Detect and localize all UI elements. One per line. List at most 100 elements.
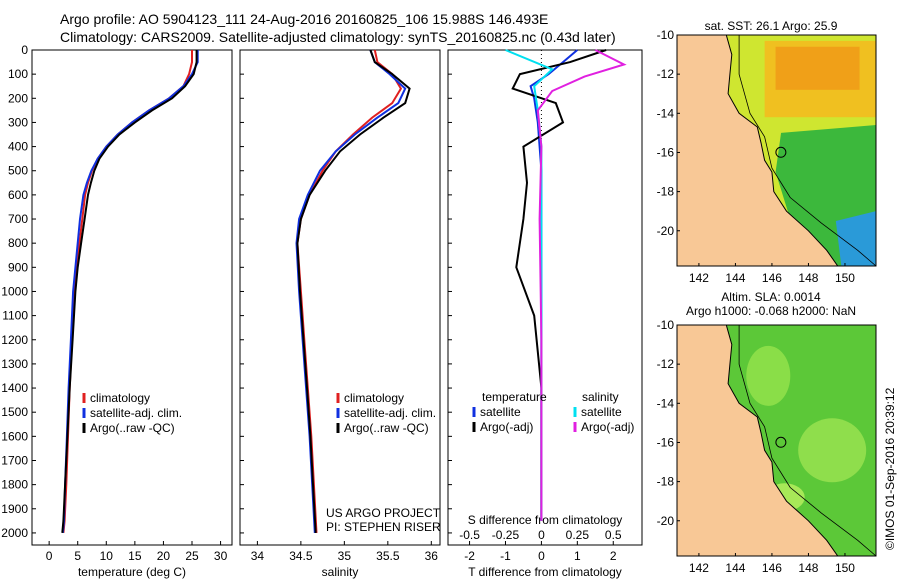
legend-header-salinity: salinity bbox=[582, 390, 619, 404]
y-tick-label: 1200 bbox=[1, 333, 28, 347]
y-tick-label: 100 bbox=[8, 67, 28, 81]
x-tick-label: -1 bbox=[500, 549, 511, 563]
y-tick-label: 900 bbox=[8, 260, 28, 274]
x-tick-label: 35 bbox=[338, 549, 352, 563]
map-panel-1: -10 -12 -14 -16 -18 -20 142 144 146 148 150 bbox=[657, 28, 877, 285]
sst-map-title: sat. SST: 26.1 Argo: 25.9 bbox=[705, 19, 838, 33]
map-y-tick-label: -10 bbox=[657, 28, 675, 42]
y-tick-label: 1900 bbox=[1, 502, 28, 516]
x-tick-label: 35.5 bbox=[376, 549, 400, 563]
high-sla-patch bbox=[798, 418, 867, 483]
map-y-tick-label: -20 bbox=[657, 224, 675, 238]
map-x-tick-label: 148 bbox=[798, 271, 818, 285]
x2-tick-label: 0 bbox=[538, 528, 545, 542]
x-tick-label: -2 bbox=[464, 549, 475, 563]
legend-label: climatology bbox=[90, 391, 150, 405]
legend-label: Argo(..raw -QC) bbox=[90, 421, 175, 435]
y-tick-label: 1100 bbox=[2, 309, 28, 323]
map-y-tick-label: -16 bbox=[657, 145, 675, 159]
y-tick-label: 0 bbox=[21, 43, 28, 57]
map-x-tick-label: 146 bbox=[762, 271, 782, 285]
credit-project: US ARGO PROJECT bbox=[326, 506, 441, 520]
map-x-tick-label: 148 bbox=[798, 561, 818, 575]
map-y-tick-label: -14 bbox=[657, 106, 675, 120]
series-line-2 bbox=[511, 49, 607, 521]
y-tick-label: 300 bbox=[8, 115, 28, 129]
y-tick-label: 1300 bbox=[1, 357, 28, 371]
map-panel-2: -10 -12 -14 -16 -18 -20 142 144 146 148 150 bbox=[657, 318, 877, 575]
profile-panel-1: 0100200300400500600700800900100011001200… bbox=[1, 43, 233, 579]
header-line-2: Climatology: CARS2009. Satellite-adjuste… bbox=[60, 29, 616, 45]
sla-map-title-2: Argo h1000: -0.068 h2000: NaN bbox=[686, 304, 856, 318]
series-line-3 bbox=[61, 50, 198, 533]
y-tick-label: 1000 bbox=[1, 284, 28, 298]
y-tick-label: 1400 bbox=[1, 381, 28, 395]
legend-label: climatology bbox=[344, 391, 404, 405]
map-y-tick-label: -20 bbox=[657, 514, 675, 528]
y-tick-label: 2000 bbox=[1, 526, 28, 540]
x-tick-label: 25 bbox=[185, 549, 199, 563]
map-y-tick-label: -12 bbox=[657, 357, 675, 371]
x-tick-label: 1 bbox=[574, 549, 581, 563]
x-tick-label: 34 bbox=[251, 549, 265, 563]
legend-label: satellite-adj. clim. bbox=[90, 406, 182, 420]
x2-tick-label: 0.25 bbox=[566, 528, 590, 542]
y-tick-label: 1600 bbox=[1, 429, 28, 443]
series-line-3 bbox=[296, 49, 411, 533]
x-tick-label: 34.5 bbox=[289, 549, 313, 563]
legend-header-temperature: temperature bbox=[482, 390, 547, 404]
x2-tick-label: -0.25 bbox=[492, 528, 520, 542]
australia-landmass bbox=[676, 34, 839, 267]
australia-landmass bbox=[676, 324, 839, 557]
x-tick-label: 30 bbox=[214, 549, 228, 563]
map-x-tick-label: 142 bbox=[689, 271, 709, 285]
map-x-tick-label: 146 bbox=[762, 561, 782, 575]
legend-label: satellite bbox=[480, 405, 521, 419]
high-sla-patch bbox=[746, 345, 791, 406]
map-y-tick-label: -16 bbox=[657, 435, 675, 449]
header-line-1: Argo profile: AO 5904123_111 24-Aug-2016… bbox=[60, 11, 548, 27]
map-y-tick-label: -10 bbox=[657, 318, 675, 332]
map-panels: -10 -12 -14 -16 -18 -20 142 144 146 148 150 -10 -12 -… bbox=[657, 28, 877, 575]
y-tick-label: 1500 bbox=[1, 405, 28, 419]
x-axis-label: salinity bbox=[322, 565, 359, 579]
profile-plots: 0100200300400500600700800900100011001200… bbox=[1, 43, 643, 579]
map-x-tick-label: 150 bbox=[835, 561, 855, 575]
x-tick-label: 5 bbox=[74, 549, 81, 563]
y-tick-label: 200 bbox=[8, 91, 28, 105]
legend-label: Argo(-adj) bbox=[581, 420, 634, 434]
y-tick-label: 1800 bbox=[1, 478, 28, 492]
timestamp-stamp: ©IMOS 01-Sep-2016 20:39:12 bbox=[883, 387, 897, 550]
sla-map-title-1: Altim. SLA: 0.0014 bbox=[721, 290, 821, 304]
legend-label: Argo(-adj) bbox=[480, 420, 533, 434]
map-frame bbox=[676, 34, 877, 267]
warmest-sst-band bbox=[775, 46, 860, 90]
legend-label: Argo(..raw -QC) bbox=[344, 421, 429, 435]
x-tick-label: 20 bbox=[157, 549, 171, 563]
profile-panel-3: -2 -1 0 1 2 T difference from climatology -0.5… bbox=[447, 49, 643, 579]
shelf-contour bbox=[738, 325, 877, 557]
map-y-tick-label: -18 bbox=[657, 475, 675, 489]
x2-tick-label: 0.5 bbox=[605, 528, 622, 542]
legend-label: satellite-adj. clim. bbox=[344, 406, 436, 420]
y-tick-label: 700 bbox=[8, 212, 28, 226]
x2-tick-label: -0.5 bbox=[459, 528, 480, 542]
y-tick-label: 500 bbox=[8, 164, 28, 178]
map-frame bbox=[676, 324, 877, 557]
x-tick-label: 0 bbox=[538, 549, 545, 563]
plot-frame bbox=[447, 49, 643, 546]
y-tick-label: 800 bbox=[8, 236, 28, 250]
x-tick-label: 2 bbox=[610, 549, 617, 563]
y-tick-label: 600 bbox=[8, 188, 28, 202]
profile-location-marker bbox=[775, 146, 787, 158]
credit-pi: PI: STEPHEN RISER bbox=[326, 520, 441, 534]
x-tick-label: 0 bbox=[46, 549, 53, 563]
map-y-tick-label: -12 bbox=[657, 67, 675, 81]
y-tick-label: 400 bbox=[8, 140, 28, 154]
coldest-sst-region bbox=[835, 211, 876, 266]
map-x-tick-label: 144 bbox=[725, 271, 745, 285]
profile-panel-2: 34 34.5 35 35.5 36 salinity climatologysatelli… bbox=[239, 49, 441, 579]
map-x-tick-label: 142 bbox=[689, 561, 709, 575]
series-line-4 bbox=[536, 49, 627, 521]
